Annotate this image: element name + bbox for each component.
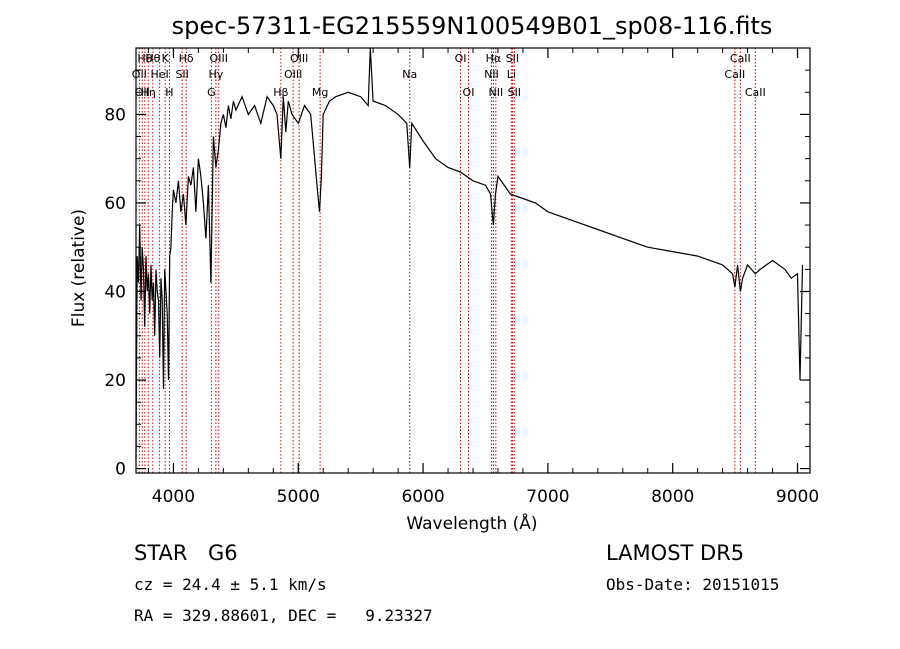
x-tick-label: 4000 — [152, 487, 195, 507]
line-marker-label: Hβ — [273, 86, 288, 99]
line-markers — [138, 48, 756, 473]
line-marker-label: G — [207, 86, 216, 99]
line-marker-label: Hθ — [137, 52, 152, 65]
coordinates: RA = 329.88601, DEC = 9.23327 — [134, 606, 433, 625]
line-marker-label: CaII — [730, 52, 751, 65]
survey-name: LAMOST DR5 — [606, 541, 744, 565]
line-marker-label: Na — [402, 68, 417, 81]
x-axis-label: Wavelength (Å) — [406, 512, 537, 534]
line-marker-label: Hα — [486, 52, 502, 65]
x-tick-label: 7000 — [526, 487, 569, 507]
observation-date: Obs-Date: 20151015 — [606, 575, 779, 594]
x-axis-ticks: 4000 5000 6000 7000 8000 9000 — [147, 48, 819, 507]
line-marker-label: OIII — [210, 52, 228, 65]
line-marker-label: SII — [506, 52, 519, 65]
line-marker-label: Hθ — [145, 52, 160, 65]
line-marker-label: Mg — [312, 86, 328, 99]
line-marker-label: SII — [175, 68, 188, 81]
x-tick-label: 5000 — [277, 487, 320, 507]
line-marker-label: HeI — [150, 68, 168, 81]
y-tick-label: 20 — [104, 371, 126, 391]
line-marker-labels: OIIOIIHθHηHθHeIKHSIIHδGHγOIIIHβOIIIOIIIM… — [132, 52, 766, 99]
x-tick-label: 9000 — [776, 487, 819, 507]
chart-title: spec-57311-EG215559N100549B01_sp08-116.f… — [172, 12, 773, 40]
line-marker-label: NII — [484, 68, 499, 81]
object-subclass: G6 — [208, 541, 238, 565]
x-tick-label: 8000 — [651, 487, 694, 507]
line-marker-label: OIII — [290, 52, 308, 65]
line-marker-label: OI — [455, 52, 467, 65]
y-tick-label: 80 — [104, 105, 126, 125]
y-axis-label: Flux (relative) — [69, 209, 89, 327]
line-marker-label: NII — [488, 86, 503, 99]
line-marker-label: OI — [463, 86, 475, 99]
y-tick-label: 40 — [104, 282, 126, 302]
line-marker-label: SII — [508, 86, 521, 99]
line-marker-label: H — [165, 86, 173, 99]
line-marker-label: OIII — [284, 68, 302, 81]
y-tick-label: 60 — [104, 194, 126, 214]
redshift-velocity: cz = 24.4 ± 5.1 km/s — [134, 575, 327, 594]
x-tick-label: 6000 — [401, 487, 444, 507]
line-marker-label: OII — [135, 86, 150, 99]
line-marker-label: Hγ — [208, 68, 223, 81]
spectrum-line — [135, 47, 804, 460]
y-tick-label: 0 — [115, 460, 126, 480]
line-marker-label: K — [162, 52, 170, 65]
line-marker-label: CaII — [724, 68, 745, 81]
line-marker-label: CaII — [745, 86, 766, 99]
line-marker-label: Hη — [141, 86, 156, 99]
line-marker-label: Hδ — [179, 52, 194, 65]
object-class: STAR — [134, 541, 187, 565]
line-marker-label: Li — [507, 68, 516, 81]
y-axis-ticks: 0 20 40 60 80 — [104, 69, 810, 480]
